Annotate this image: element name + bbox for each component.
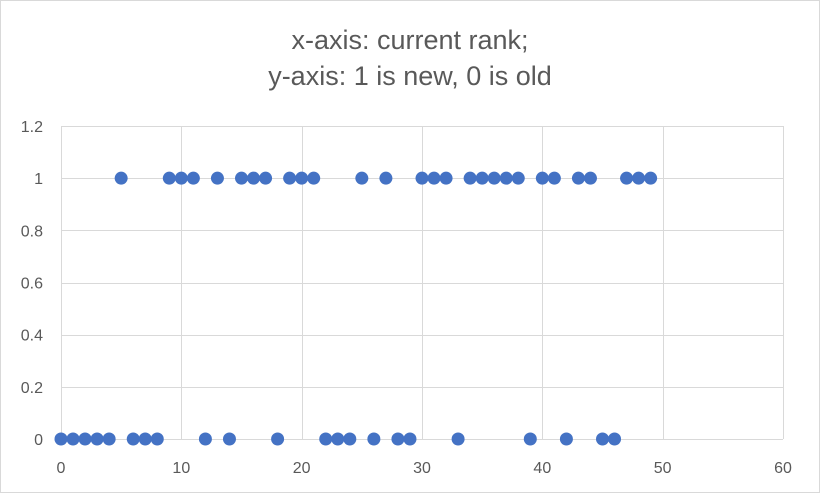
data-point <box>439 171 453 185</box>
y-tick-label: 1 <box>34 171 43 188</box>
data-point <box>547 171 561 185</box>
data-point <box>162 171 176 185</box>
data-point <box>222 432 236 446</box>
data-point <box>307 171 321 185</box>
data-point <box>355 171 369 185</box>
data-point <box>102 432 116 446</box>
y-tick-label: 1.2 <box>21 119 43 136</box>
data-point <box>54 432 68 446</box>
data-point <box>608 432 622 446</box>
data-point <box>198 432 212 446</box>
data-point <box>367 432 381 446</box>
data-point <box>247 171 261 185</box>
data-point <box>391 432 405 446</box>
data-point <box>403 432 417 446</box>
data-point <box>259 171 273 185</box>
y-tick-label: 0 <box>34 432 43 449</box>
x-tick-label: 30 <box>413 460 431 477</box>
data-point <box>283 171 297 185</box>
data-point <box>271 432 285 446</box>
data-point <box>487 171 501 185</box>
data-point <box>186 171 200 185</box>
data-point <box>583 171 597 185</box>
tick-labels: 0 0.2 0.4 0.6 0.8 1 1.2 0 10 20 30 40 50 60 <box>21 119 792 477</box>
y-tick-label: 0.4 <box>21 328 43 345</box>
data-point <box>559 432 573 446</box>
data-point <box>415 171 429 185</box>
data-point <box>295 171 309 185</box>
data-point <box>511 171 525 185</box>
data-point <box>66 432 80 446</box>
x-tick-label: 40 <box>533 460 551 477</box>
data-point <box>535 171 549 185</box>
data-points <box>54 171 658 446</box>
data-point <box>523 432 537 446</box>
data-point <box>138 432 152 446</box>
x-tick-label: 60 <box>774 460 792 477</box>
data-point <box>463 171 477 185</box>
data-point <box>475 171 489 185</box>
data-point <box>114 171 128 185</box>
data-point <box>210 171 224 185</box>
data-point <box>319 432 333 446</box>
data-point <box>451 432 465 446</box>
data-point <box>632 171 646 185</box>
y-tick-label: 0.6 <box>21 276 43 293</box>
data-point <box>331 432 345 446</box>
x-tick-label: 20 <box>293 460 311 477</box>
chart-title-line-1: x-axis: current rank; <box>291 25 529 55</box>
data-point <box>150 432 164 446</box>
data-point <box>78 432 92 446</box>
data-point <box>379 171 393 185</box>
y-tick-label: 0.8 <box>21 223 43 240</box>
data-point <box>126 432 140 446</box>
data-point <box>427 171 441 185</box>
data-point <box>235 171 248 185</box>
x-tick-label: 0 <box>57 460 66 477</box>
data-point <box>174 171 188 185</box>
data-point <box>596 432 609 446</box>
data-point <box>499 171 513 185</box>
data-point <box>343 432 357 446</box>
data-point <box>571 171 585 185</box>
y-tick-label: 0.2 <box>21 380 43 397</box>
data-point <box>620 171 634 185</box>
data-point <box>90 432 104 446</box>
chart-title-line-2: y-axis: 1 is new, 0 is old <box>268 61 552 91</box>
x-tick-label: 50 <box>654 460 672 477</box>
x-tick-label: 10 <box>172 460 190 477</box>
data-point <box>644 171 658 185</box>
